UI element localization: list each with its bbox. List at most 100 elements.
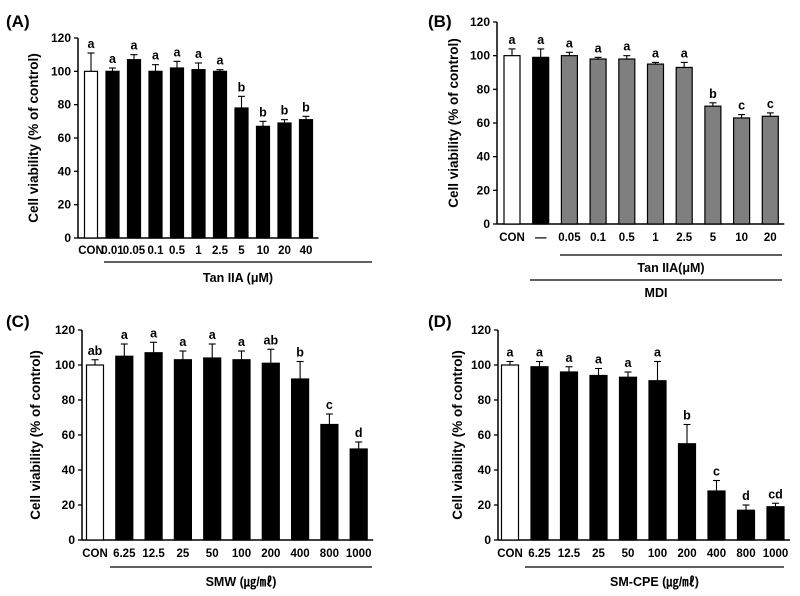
- category-label: 100: [648, 548, 667, 560]
- bar: [707, 490, 726, 541]
- y-tick-label: 60: [58, 131, 72, 145]
- chart-panel-3: (C) 0 20 40 60 80 100 120 Cell viability (% of c…: [6, 312, 374, 590]
- y-tick-label: 120: [471, 323, 491, 337]
- bar: [85, 364, 105, 541]
- bar: [761, 115, 779, 225]
- significance-label: a: [536, 346, 544, 360]
- y-tick-label: 80: [58, 98, 72, 112]
- significance-label: a: [595, 41, 603, 55]
- y-tick-label: 100: [470, 49, 490, 63]
- bar: [169, 67, 185, 239]
- bar: [732, 117, 751, 225]
- significance-label: b: [259, 105, 267, 119]
- bar: [646, 63, 665, 225]
- category-label: CON: [78, 245, 104, 257]
- y-tick-label: 20: [478, 498, 492, 512]
- significance-label: a: [174, 45, 182, 59]
- y-tick-label: 20: [62, 498, 76, 512]
- bar: [173, 359, 192, 541]
- significance-label: a: [566, 36, 574, 50]
- bar: [618, 376, 638, 541]
- bar: [503, 55, 521, 225]
- significance-label: a: [179, 335, 187, 349]
- bar: [144, 352, 163, 541]
- bar: [255, 125, 271, 239]
- y-tick-label: 20: [477, 183, 491, 197]
- y-tick-label: 100: [51, 64, 71, 78]
- significance-label: a: [88, 37, 96, 51]
- category-label: 0.5: [619, 232, 636, 244]
- category-label: 12.5: [142, 548, 165, 560]
- significance-label: b: [302, 100, 310, 114]
- category-label: 400: [707, 548, 726, 560]
- significance-label: c: [713, 465, 720, 479]
- category-label: 25: [592, 548, 605, 560]
- y-tick-label: 60: [478, 428, 492, 442]
- category-label: 6.25: [113, 548, 136, 560]
- significance-label: c: [738, 99, 745, 113]
- panel-letter: (D): [428, 312, 452, 331]
- category-label: 400: [291, 548, 310, 560]
- bar: [675, 66, 693, 225]
- y-tick-label: 80: [478, 393, 492, 407]
- panel-letter: (B): [428, 12, 452, 31]
- category-label: 1: [652, 232, 659, 244]
- significance-label: a: [209, 328, 217, 342]
- bar: [349, 448, 368, 541]
- bar: [212, 70, 228, 239]
- bar: [298, 119, 314, 239]
- y-tick-label: 120: [55, 323, 75, 337]
- bar: [191, 69, 206, 239]
- category-label: 6.25: [528, 548, 551, 560]
- bar: [232, 359, 251, 541]
- y-tick-label: 60: [62, 428, 76, 442]
- category-label: 200: [677, 548, 696, 560]
- category-label: 20: [278, 245, 291, 257]
- category-label: 0.1: [148, 245, 165, 257]
- bar: [320, 423, 339, 541]
- x-axis-label-secondary: MDI: [645, 286, 668, 300]
- bar: [234, 107, 249, 239]
- y-tick-label: 0: [483, 217, 490, 231]
- x-axis-label: Tan IIA(μM): [637, 261, 704, 275]
- bar: [261, 362, 280, 541]
- category-label: 10: [257, 245, 270, 257]
- significance-label: a: [681, 46, 689, 60]
- significance-label: a: [152, 49, 160, 63]
- panel-letter: (C): [6, 312, 30, 331]
- significance-label: a: [625, 356, 633, 370]
- category-label: 800: [736, 548, 755, 560]
- y-tick-label: 0: [484, 533, 491, 547]
- bar: [203, 357, 222, 541]
- significance-label: a: [595, 353, 603, 367]
- y-tick-label: 40: [478, 463, 492, 477]
- category-label: 12.5: [558, 548, 581, 560]
- bar: [766, 506, 785, 541]
- x-axis-label: Tan IIA (μM): [203, 271, 273, 285]
- y-tick-label: 40: [477, 150, 491, 164]
- bar: [126, 59, 142, 239]
- significance-label: a: [509, 33, 517, 47]
- y-axis-label: Cell viability (% of control): [450, 350, 465, 520]
- panel-letter: (A): [6, 12, 30, 31]
- bar: [589, 58, 607, 225]
- category-label: 40: [300, 245, 313, 257]
- category-label: 2.5: [212, 245, 229, 257]
- bar: [704, 105, 722, 225]
- y-tick-label: 100: [55, 358, 75, 372]
- y-tick-label: 20: [58, 198, 72, 212]
- significance-label: b: [683, 409, 691, 423]
- y-tick-label: 80: [477, 82, 491, 96]
- category-label: CON: [82, 548, 108, 560]
- bar: [148, 70, 163, 239]
- y-tick-label: 40: [62, 463, 76, 477]
- significance-label: a: [507, 346, 515, 360]
- category-label: 5: [238, 245, 245, 257]
- significance-label: a: [566, 351, 574, 365]
- bar: [532, 56, 550, 225]
- y-axis-label: Cell viability (% of control): [28, 350, 43, 520]
- bar: [277, 122, 292, 239]
